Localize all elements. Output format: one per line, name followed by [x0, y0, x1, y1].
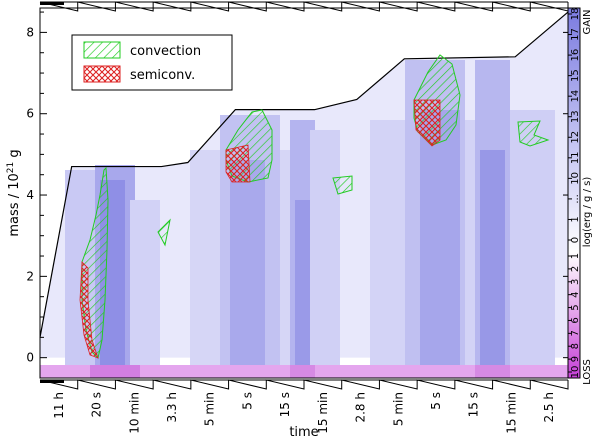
- x-tick-label: 11 h: [52, 392, 66, 419]
- cb-tick-label: 14: [570, 90, 581, 103]
- cb-tick-label: 10: [570, 172, 581, 185]
- bottom-timescale-bar: [39, 379, 569, 390]
- cb-tick-label: 10: [570, 366, 581, 379]
- colorbar: [567, 7, 581, 379]
- colorbar-title: log(erg / g / s): [582, 177, 593, 248]
- total-mass-line: [39, 11, 569, 338]
- x-tick-label: 3.3 h: [165, 392, 179, 423]
- legend: convection semiconv.: [71, 34, 233, 91]
- y-axis: 0 2 4 6 8: [26, 11, 568, 365]
- y-tick-label: 6: [26, 107, 34, 121]
- convection-zone-2: [157, 218, 171, 247]
- y-tick-label: 2: [26, 269, 34, 283]
- legend-swatch-semiconvection: [83, 65, 121, 83]
- cb-tick-label: ...: [570, 194, 581, 204]
- semiconvection-zone-5: [413, 99, 441, 147]
- colorbar-gain-label: GAIN: [582, 9, 593, 34]
- legend-label-semiconvection: semiconv.: [130, 68, 195, 83]
- cb-tick-label: 8: [570, 343, 581, 349]
- x-axis-title: time: [289, 425, 318, 440]
- x-tick-label: 2.5 h: [542, 392, 556, 423]
- cb-tick-label: 11: [570, 151, 581, 164]
- x-tick-label: 10 min: [127, 392, 141, 434]
- legend-label-convection: convection: [130, 44, 201, 59]
- x-tick-label: 15 min: [504, 392, 518, 434]
- x-tick-label: 15 min: [316, 392, 330, 434]
- x-tick-label: 5 s: [429, 392, 443, 410]
- x-tick-label: 15 s: [278, 392, 292, 417]
- cb-tick-label: 9: [570, 356, 581, 362]
- convection-zone-4: [332, 175, 353, 195]
- cb-tick-label: 0: [570, 237, 581, 243]
- cb-tick-label: 16: [570, 49, 581, 62]
- y-tick-label: 8: [26, 25, 34, 39]
- cb-tick-label: 12: [570, 131, 581, 144]
- convection-zone-6: [517, 120, 550, 147]
- cb-tick-label: 1: [570, 216, 581, 222]
- semiconvection-zone-1: [79, 261, 99, 359]
- y-tick-label: 4: [26, 188, 34, 202]
- bottom-sawtooth: [39, 379, 569, 390]
- cb-tick-label: 1: [570, 253, 581, 259]
- colorbar-loss-label: LOSS: [582, 359, 593, 385]
- x-axis: 11 h 20 s 10 min 3.3 h 5 min 5 s 15 s 15 min 2.8…: [52, 392, 556, 434]
- cb-tick-label: 3: [570, 279, 581, 285]
- cb-tick-label: 18: [570, 8, 581, 21]
- bottom-sawtooth-mark: [40, 380, 64, 383]
- energy-regions: [40, 12, 568, 378]
- semiconvection-zone-3: [225, 144, 251, 183]
- x-tick-label: 5 min: [203, 392, 217, 426]
- y-tick-label: 0: [26, 351, 34, 365]
- top-sawtooth-mark: [40, 2, 64, 5]
- x-tick-label: 2.8 h: [354, 392, 368, 423]
- cb-tick-label: 5: [570, 304, 581, 310]
- top-timescale-bar: [39, 1, 569, 12]
- x-tick-label: 5 min: [391, 392, 405, 426]
- mixing-zones: [79, 54, 550, 359]
- cb-tick-label: 15: [570, 69, 581, 82]
- x-tick-label: 15 s: [467, 392, 481, 417]
- cb-tick-label: 4: [570, 291, 581, 297]
- y-axis-title: mass / 1021 g: [6, 149, 22, 236]
- legend-swatch-convection: [83, 41, 121, 59]
- cb-tick-label: 6: [570, 317, 581, 323]
- cb-tick-label: 13: [570, 110, 581, 123]
- cb-tick-label: 17: [570, 28, 581, 41]
- cb-tick-label: 2: [570, 266, 581, 272]
- cb-tick-label: 7: [570, 330, 581, 336]
- x-tick-label: 5 s: [240, 392, 254, 410]
- x-tick-label: 20 s: [90, 392, 104, 417]
